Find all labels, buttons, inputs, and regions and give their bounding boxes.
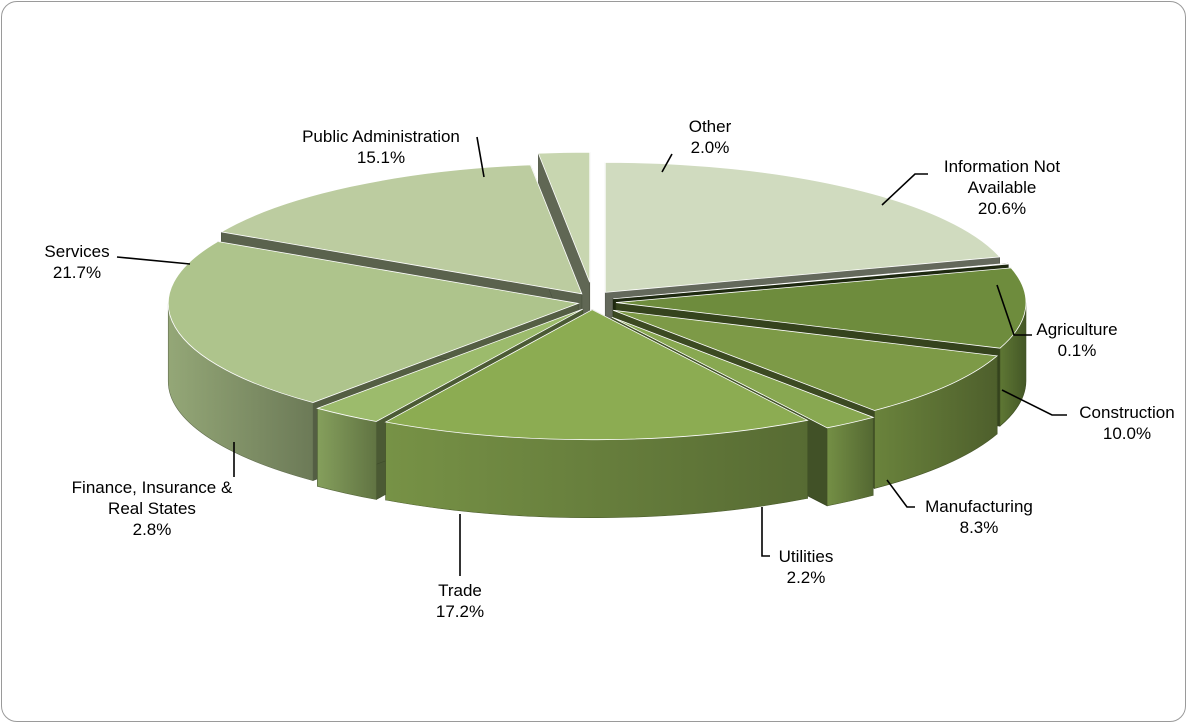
leader-line	[886, 479, 915, 508]
slice-category-label: Information Not Available	[944, 157, 1060, 197]
pie-slice-top	[613, 262, 1010, 300]
slice-category-label: Agriculture	[1036, 320, 1117, 339]
pie-slice-top	[316, 308, 583, 422]
slice-label-group: Agriculture 0.1%	[996, 284, 1118, 360]
slice-label-group: Utilities 2.2%	[761, 507, 834, 587]
slice-label-group: Finance, Insurance & Real States 2.8%	[72, 442, 235, 539]
slice-category-label: Finance, Insurance & Real States	[72, 478, 233, 518]
slice-category-label: Manufacturing	[925, 497, 1033, 516]
leader-line	[881, 173, 928, 206]
slice-value-label: 2.8%	[133, 520, 172, 539]
labels-layer: Information Not Available 20.6% Agriculture…	[44, 117, 1174, 621]
pie-slice-top	[615, 267, 1027, 349]
slices-layer	[167, 151, 1027, 518]
slice-value-label: 17.2%	[436, 602, 484, 621]
slice-category-label: Utilities	[779, 547, 834, 566]
slice-label-group: Trade 17.2%	[436, 514, 484, 621]
pie-slice-top	[384, 309, 809, 441]
slice-value-label: 15.1%	[357, 148, 405, 167]
pie-slice-top	[604, 161, 1001, 293]
slice-value-label: 2.0%	[691, 138, 730, 157]
slice-value-label: 0.1%	[1058, 341, 1097, 360]
slice-category-label: Trade	[438, 581, 482, 600]
leader-line	[1001, 389, 1067, 416]
slice-category-label: Services	[44, 242, 109, 261]
pie-slice-top	[613, 309, 999, 411]
pie-slice-trade	[384, 309, 809, 518]
slice-label-group: Other 2.0%	[661, 117, 732, 173]
slice-value-label: 21.7%	[53, 263, 101, 282]
slice-label-group: Manufacturing 8.3%	[886, 479, 1033, 537]
slice-category-label: Construction	[1079, 403, 1174, 422]
leader-line	[996, 284, 1032, 336]
slice-value-label: 20.6%	[978, 199, 1026, 218]
slice-value-label: 8.3%	[960, 518, 999, 537]
slice-category-label: Other	[689, 117, 732, 136]
pie-slice-top	[611, 316, 875, 429]
slice-label-group: Construction 10.0%	[1001, 389, 1175, 443]
slice-category-label: Public Administration	[302, 127, 460, 146]
pie-slice-top	[220, 164, 583, 295]
leader-line	[116, 256, 191, 265]
slice-label-group: Public Administration 15.1%	[302, 127, 485, 178]
slice-label-group: Information Not Available 20.6%	[881, 157, 1060, 218]
leader-line	[476, 136, 485, 178]
slice-value-label: 2.2%	[787, 568, 826, 587]
slice-label-group: Services 21.7%	[44, 242, 191, 282]
leader-line	[661, 153, 673, 173]
leader-line	[761, 507, 770, 557]
slice-value-label: 10.0%	[1103, 424, 1151, 443]
pie-slice-top	[537, 151, 591, 283]
pie-slice-top	[167, 241, 580, 403]
